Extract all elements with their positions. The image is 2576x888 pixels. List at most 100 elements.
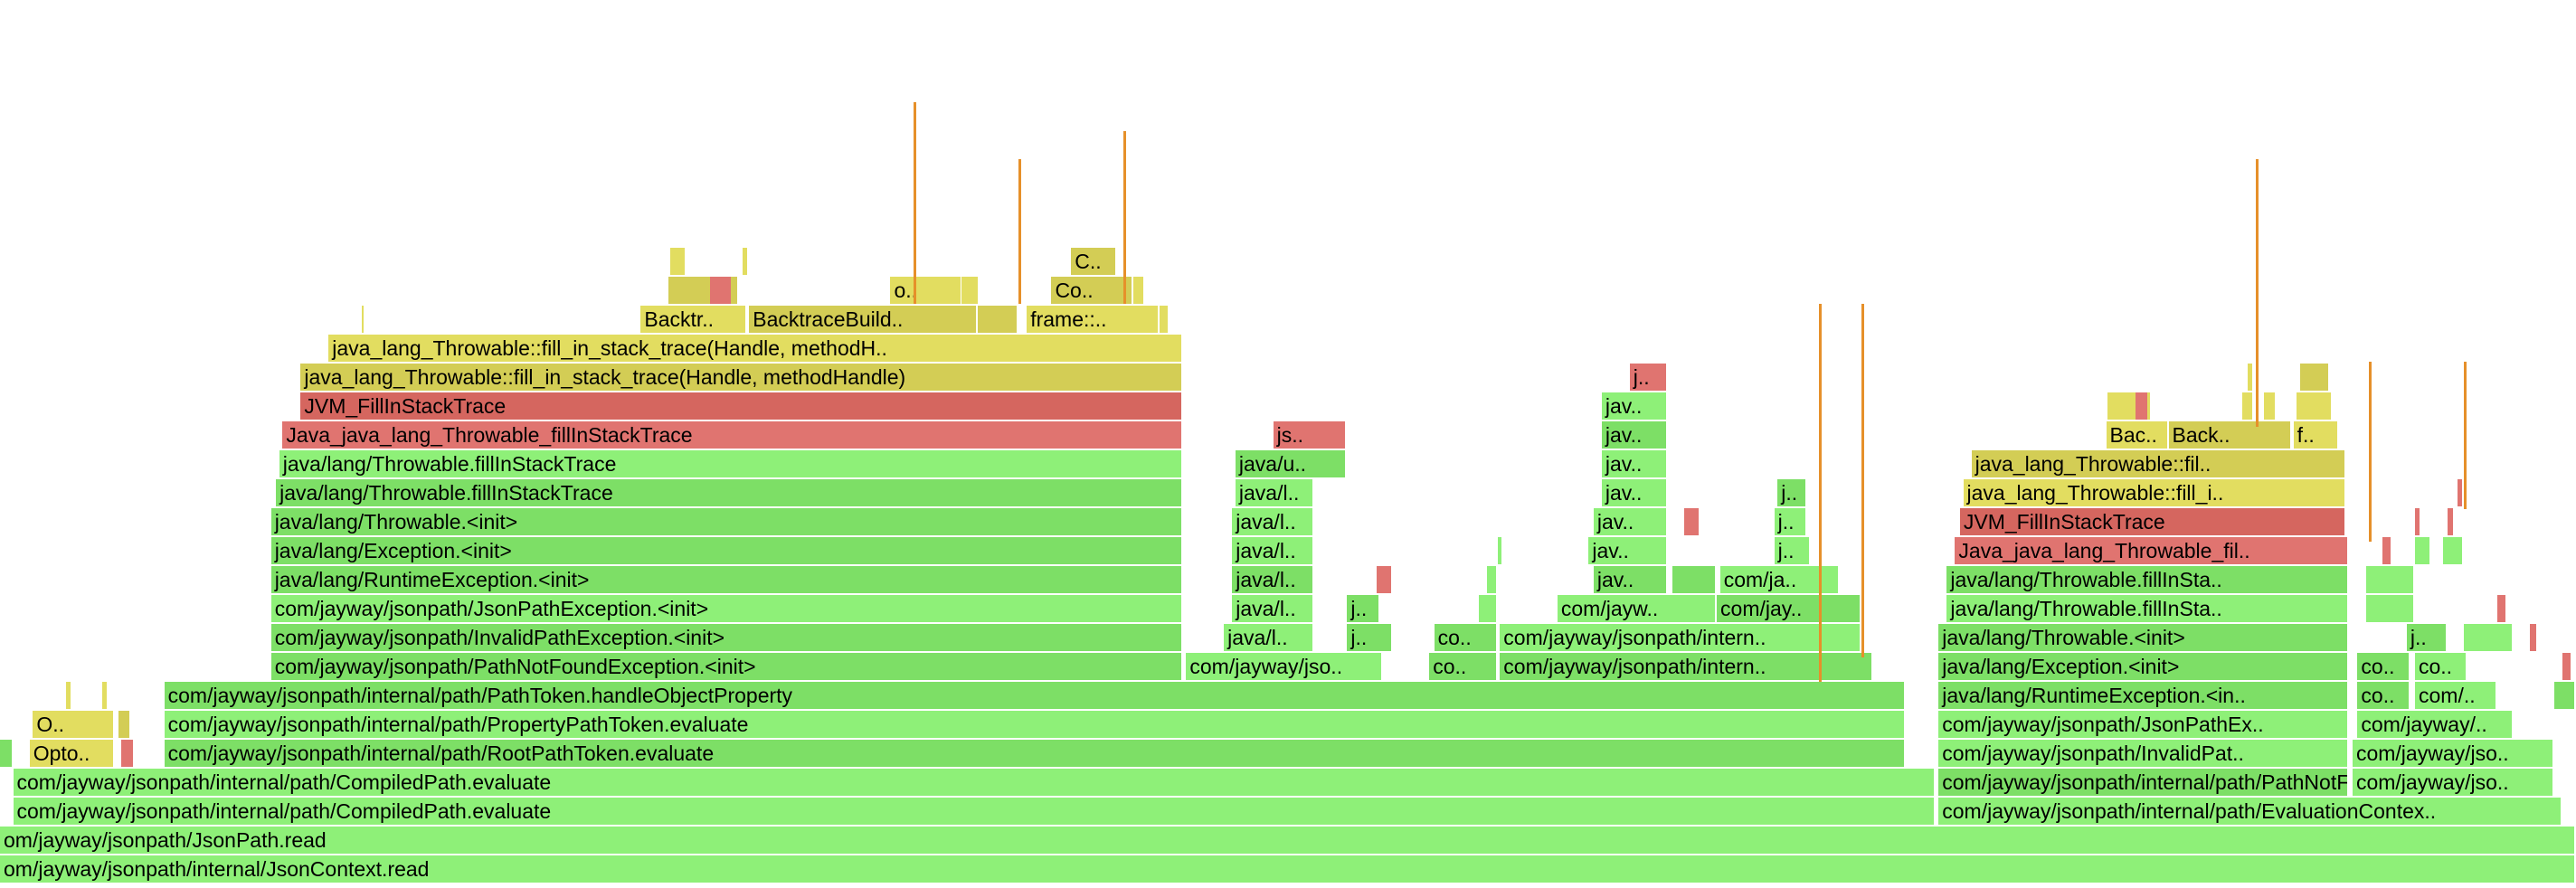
flame-frame[interactable]: java_lang_Throwable::fil.. (1971, 450, 2344, 477)
flame-frame[interactable]: com/jayw.. (1557, 595, 1716, 622)
flame-frame-sliver[interactable] (1498, 537, 1501, 564)
flame-frame-sliver[interactable] (2247, 364, 2252, 391)
flame-frame[interactable]: jav.. (1601, 421, 1666, 449)
flame-frame-sliver[interactable] (65, 682, 71, 709)
flame-frame[interactable]: java/l.. (1224, 624, 1313, 651)
flame-frame[interactable]: j.. (1774, 508, 1805, 535)
flame-frame[interactable]: com/jayway/jsonpath/internal/path/Proper… (164, 711, 1904, 738)
flame-frame-sliver[interactable] (2530, 624, 2537, 651)
flame-frame[interactable]: com/jayway/jsonpath/PathNotFoundExceptio… (270, 653, 1181, 680)
flame-frame[interactable]: java/l.. (1232, 595, 1313, 622)
flame-frame[interactable]: co.. (1434, 624, 1497, 651)
flame-frame[interactable]: om/jayway/jsonpath/JsonPath.read (0, 827, 2574, 854)
flame-frame-sliver[interactable] (961, 277, 978, 304)
flame-frame-sliver[interactable] (0, 740, 12, 767)
flame-frame[interactable]: js.. (1273, 421, 1346, 449)
flame-frame[interactable]: java/lang/Throwable.fillInStackTrace (279, 450, 1181, 477)
flame-frame[interactable]: java/lang/Throwable.fillInSta.. (1946, 595, 2348, 622)
flame-frame[interactable]: java/l.. (1232, 566, 1313, 593)
flame-frame[interactable]: com/jayway/.. (2357, 711, 2512, 738)
flame-frame[interactable]: jav.. (1601, 479, 1666, 506)
flame-frame[interactable]: j.. (2406, 624, 2447, 651)
flame-frame-sliver[interactable] (2415, 508, 2420, 535)
flame-frame[interactable]: j.. (1347, 595, 1378, 622)
flame-frame[interactable]: java/lang/Exception.<init> (1938, 653, 2348, 680)
flame-frame[interactable]: Back.. (2168, 421, 2290, 449)
flame-frame-sliver[interactable] (2299, 364, 2328, 391)
flame-frame-sliver[interactable] (2496, 595, 2505, 622)
flame-frame[interactable]: com/jayway/jsonpath/intern.. (1500, 653, 1871, 680)
flame-frame[interactable]: om/jayway/jsonpath/internal/JsonContext.… (0, 855, 2574, 883)
flame-frame[interactable]: com/ja.. (1719, 566, 1839, 593)
flame-frame-sliver[interactable] (1683, 508, 1699, 535)
flame-frame-sliver[interactable] (2297, 392, 2332, 420)
flame-frame[interactable]: java/l.. (1232, 537, 1313, 564)
flame-frame[interactable]: com/jayway/jsonpath/JsonPathException.<i… (270, 595, 1181, 622)
inlined-frame-stack[interactable] (2369, 361, 2372, 543)
flame-frame[interactable]: O.. (33, 711, 114, 738)
flame-frame[interactable]: com/jayway/jsonpath/intern.. (1500, 624, 1860, 651)
flame-frame-sliver[interactable] (2442, 537, 2463, 564)
flame-frame-sliver[interactable] (977, 306, 1018, 333)
flame-frame[interactable]: com/jayway/jsonpath/internal/path/Compil… (13, 769, 1934, 796)
inlined-frame-stack[interactable] (2464, 361, 2467, 510)
flame-frame-sliver[interactable] (1377, 566, 1392, 593)
inlined-frame-stack[interactable] (1818, 304, 1822, 682)
flame-frame[interactable]: j.. (1774, 537, 1809, 564)
flame-frame[interactable]: com/jayway/jso.. (2352, 769, 2553, 796)
flame-frame-sliver[interactable] (1160, 306, 1169, 333)
flame-frame-sliver[interactable] (121, 740, 133, 767)
flame-frame[interactable]: Backtr.. (640, 306, 746, 333)
flame-frame[interactable]: o.. (890, 277, 961, 304)
flame-frame[interactable]: jav.. (1601, 450, 1666, 477)
flame-frame[interactable]: jav.. (1588, 537, 1666, 564)
flame-frame-sliver[interactable] (2136, 392, 2147, 420)
flame-frame-sliver[interactable] (1672, 566, 1716, 593)
inlined-frame-stack[interactable] (1861, 304, 1864, 657)
flame-frame[interactable]: java/lang/Throwable.fillInStackTrace (276, 479, 1181, 506)
flame-frame-sliver[interactable] (2562, 653, 2571, 680)
flame-frame-sliver[interactable] (2458, 479, 2463, 506)
flame-frame[interactable]: com/jayway/jso.. (1186, 653, 1382, 680)
flame-frame-sliver[interactable] (1486, 566, 1497, 593)
flame-frame-sliver[interactable] (670, 248, 686, 275)
flame-frame[interactable]: java_lang_Throwable::fill_in_stack_trace… (300, 364, 1181, 391)
flame-frame[interactable]: jav.. (1593, 508, 1666, 535)
flame-frame[interactable]: java/lang/RuntimeException.<in.. (1938, 682, 2348, 709)
inlined-frame-stack[interactable] (1123, 131, 1127, 304)
flame-frame-sliver[interactable] (2448, 508, 2453, 535)
flame-frame[interactable]: java/lang/Throwable.fillInSta.. (1946, 566, 2348, 593)
flame-frame-sliver[interactable] (742, 248, 748, 275)
flame-frame-sliver[interactable] (2464, 624, 2512, 651)
flame-frame[interactable]: j.. (1347, 624, 1392, 651)
flame-frame-sliver[interactable] (2365, 595, 2413, 622)
flame-frame[interactable]: f.. (2293, 421, 2338, 449)
flame-frame[interactable]: java/lang/RuntimeException.<init> (270, 566, 1181, 593)
flame-frame[interactable]: co.. (2357, 653, 2409, 680)
inlined-frame-stack[interactable] (1018, 159, 1022, 304)
flame-frame[interactable]: Bac.. (2106, 421, 2167, 449)
flame-frame-sliver[interactable] (361, 306, 364, 333)
flame-frame[interactable]: java/lang/Throwable.<init> (1938, 624, 2348, 651)
flame-frame[interactable]: Co.. (1051, 277, 1132, 304)
flame-frame[interactable]: java_lang_Throwable::fill_in_stack_trace… (328, 335, 1181, 362)
flame-frame[interactable]: co.. (2357, 682, 2409, 709)
flame-frame-sliver[interactable] (101, 682, 107, 709)
flame-frame[interactable]: com/jayway/jsonpath/internal/path/PathTo… (164, 682, 1904, 709)
flame-frame[interactable]: jav.. (1601, 392, 1666, 420)
flame-frame[interactable]: frame::.. (1027, 306, 1159, 333)
flame-frame-sliver[interactable] (1478, 595, 1497, 622)
flame-frame[interactable]: java_lang_Throwable::fill_i.. (1963, 479, 2344, 506)
flame-frame[interactable]: JVM_FillInStackTrace (1959, 508, 2344, 535)
flame-frame[interactable]: java/l.. (1232, 508, 1313, 535)
flame-frame[interactable]: Java_java_lang_Throwable_fil.. (1955, 537, 2348, 564)
flame-frame-sliver[interactable] (2365, 566, 2413, 593)
flame-frame[interactable]: java/u.. (1235, 450, 1346, 477)
flame-frame-sliver[interactable] (709, 277, 732, 304)
flame-frame-sliver[interactable] (2242, 392, 2252, 420)
flame-frame-sliver[interactable] (2382, 537, 2391, 564)
flame-frame-sliver[interactable] (2415, 537, 2430, 564)
flame-frame[interactable]: j.. (1629, 364, 1666, 391)
flame-frame[interactable]: C.. (1071, 248, 1116, 275)
flame-frame[interactable]: java/lang/Exception.<init> (270, 537, 1181, 564)
